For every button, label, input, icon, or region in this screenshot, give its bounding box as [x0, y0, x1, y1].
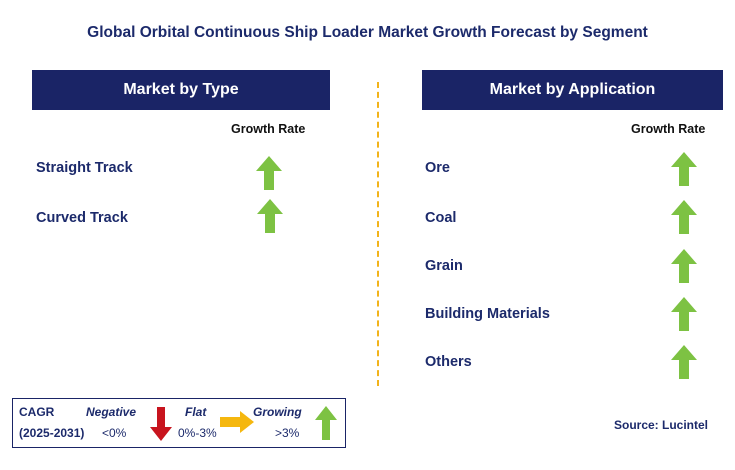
down-arrow-icon	[150, 407, 172, 441]
legend-negative-range: <0%	[102, 426, 127, 440]
source-note: Source: Lucintel	[613, 418, 708, 432]
up-arrow-icon	[671, 152, 697, 186]
up-arrow-icon	[671, 345, 697, 379]
legend-cagr-label: CAGR	[19, 405, 55, 419]
type-growth-rate-label: Growth Rate	[231, 122, 306, 136]
up-arrow-icon	[256, 156, 282, 190]
type-panel-header: Market by Type	[32, 70, 330, 110]
up-arrow-icon	[315, 406, 337, 440]
legend-period: (2025-2031)	[19, 426, 85, 440]
panel-divider	[377, 82, 379, 386]
up-arrow-icon	[671, 249, 697, 283]
application-row-coal: Coal	[425, 210, 457, 226]
legend-flat-label: Flat	[185, 405, 207, 419]
application-row-building-materials: Building Materials	[425, 306, 550, 322]
type-row-curved-track: Curved Track	[36, 210, 128, 226]
type-row-straight-track: Straight Track	[36, 160, 133, 176]
up-arrow-icon	[671, 200, 697, 234]
application-row-others: Others	[425, 354, 472, 370]
legend-flat-range: 0%-3%	[178, 426, 217, 440]
legend-growing-label: Growing	[253, 405, 302, 419]
right-arrow-icon	[220, 411, 254, 433]
application-row-ore: Ore	[425, 160, 450, 176]
page-title: Global Orbital Continuous Ship Loader Ma…	[87, 24, 648, 41]
application-panel-header: Market by Application	[422, 70, 723, 110]
cagr-legend: CAGR (2025-2031) Negative <0% Flat 0%-3%…	[12, 398, 346, 448]
application-row-grain: Grain	[425, 258, 463, 274]
application-growth-rate-label: Growth Rate	[631, 122, 706, 136]
up-arrow-icon	[257, 199, 283, 233]
up-arrow-icon	[671, 297, 697, 331]
legend-negative-label: Negative	[86, 405, 137, 419]
legend-growing-range: >3%	[275, 426, 300, 440]
